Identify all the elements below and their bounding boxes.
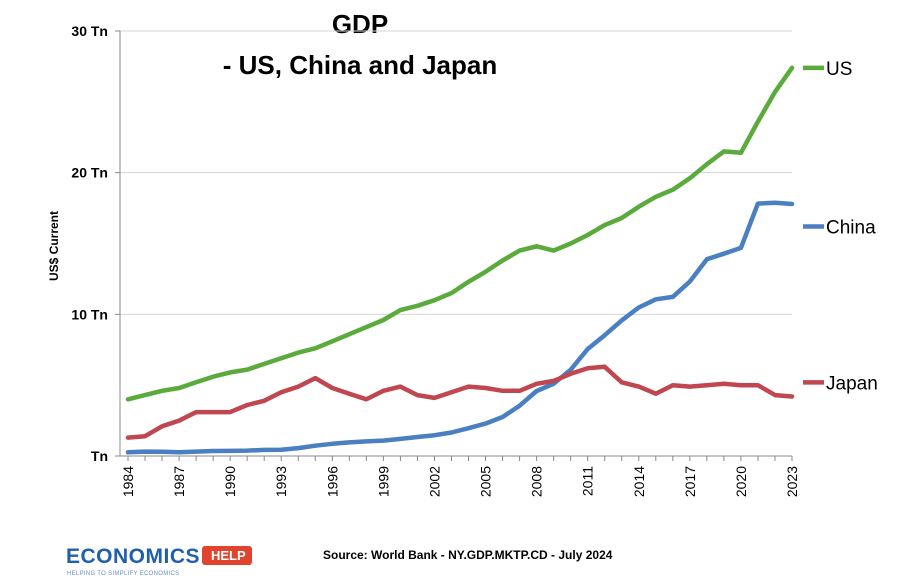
series-line-japan — [125, 364, 795, 440]
legend-item-japan: Japan — [803, 373, 878, 394]
x-tick-label: 1999 — [375, 466, 391, 497]
x-tick-label: 1993 — [273, 466, 289, 497]
logo-name: ECONOMICS — [66, 545, 201, 568]
x-tick-label: 2023 — [784, 466, 800, 497]
x-tick-label: 2008 — [529, 466, 545, 497]
x-tick-label: 2002 — [426, 466, 442, 497]
x-tick-label: 1996 — [324, 466, 340, 497]
legend-item-us: US — [803, 59, 852, 80]
chart-title-line2: - US, China and Japan — [223, 50, 498, 80]
x-tick-label: 2005 — [478, 466, 494, 497]
source-note: Source: World Bank - NY.GDP.MKTP.CD - Ju… — [323, 548, 613, 562]
x-tick-label: 2017 — [682, 466, 698, 497]
x-tick-label: 2011 — [580, 466, 596, 496]
y-axis-label: US$ Current — [47, 211, 61, 281]
economics-help-logo: ECONOMICS HELP HELPING TO SIMPLIFY ECONO… — [66, 544, 256, 580]
y-tick-label: 10 Tn — [71, 306, 108, 322]
y-tick-label: Tn — [91, 448, 108, 464]
y-tick-label: 20 Tn — [71, 165, 108, 181]
x-tick-label: 1990 — [222, 466, 238, 497]
legend-label: China — [826, 218, 876, 239]
x-tick-label: 2020 — [733, 466, 749, 497]
logo-tag: HELP — [202, 546, 252, 565]
y-tick-label: 30 Tn — [71, 23, 108, 39]
series-line-china — [125, 200, 795, 455]
legend-item-china: China — [803, 218, 876, 239]
x-tick-label: 2014 — [631, 466, 647, 497]
series-line-us — [125, 65, 795, 402]
logo-tagline: HELPING TO SIMPLIFY ECONOMICS — [67, 571, 180, 577]
x-tick-label: 1987 — [171, 466, 187, 497]
legend-label: Japan — [826, 373, 878, 394]
x-tick-label: 1984 — [120, 466, 136, 497]
chart-title-line1: GDP — [332, 9, 388, 39]
legend-label: US — [826, 59, 852, 80]
